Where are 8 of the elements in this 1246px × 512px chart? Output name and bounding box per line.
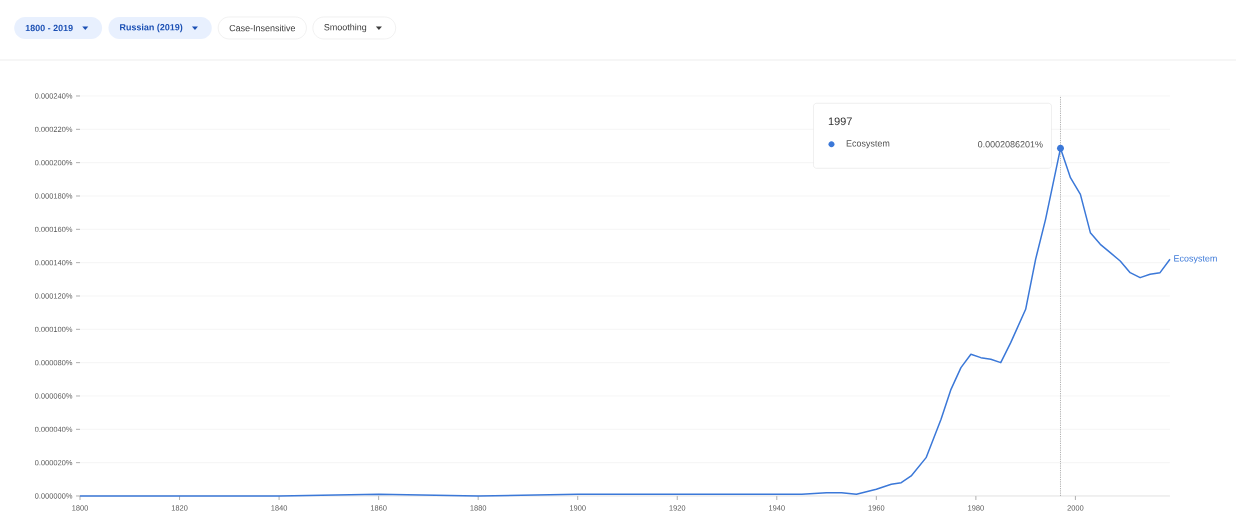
- annotation: 0.0002086201%: [978, 141, 1043, 148]
- text: Russian (2019): [120, 23, 183, 33]
- text: Ecosystem: [1174, 255, 1217, 264]
- text: Case-Insensitive: [229, 24, 296, 32]
- annotation: 1997: [828, 117, 852, 126]
- text: 1800 - 2019: [25, 24, 73, 32]
- text: Smoothing: [324, 23, 367, 33]
- legend-label: Ecosystem: [846, 140, 890, 149]
